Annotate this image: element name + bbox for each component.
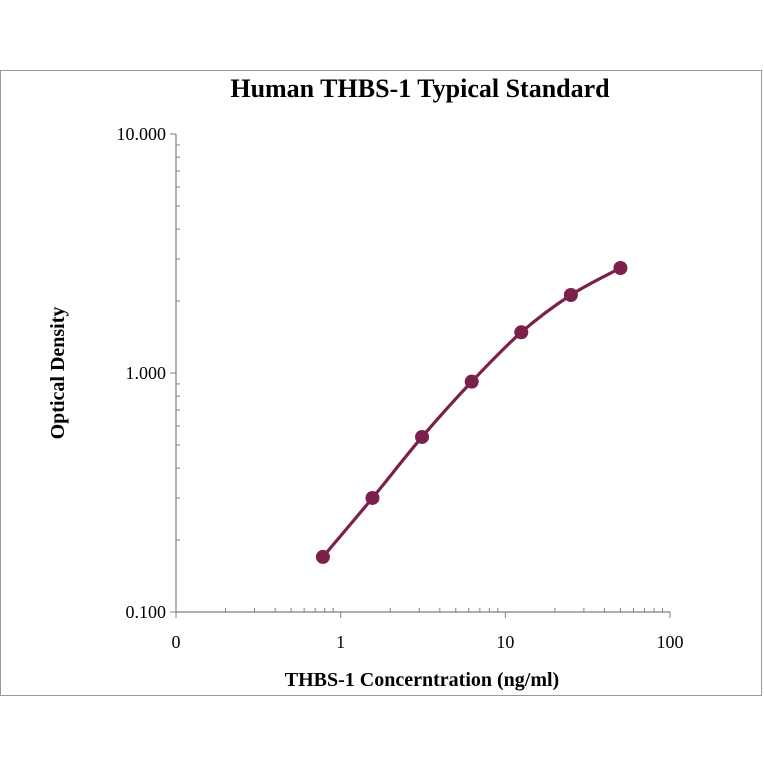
y-tick-label: 1.000 xyxy=(126,363,167,383)
y-axis-label: Optical Density xyxy=(47,307,69,440)
plot-area xyxy=(315,260,628,564)
x-tick-label: 1 xyxy=(336,632,345,652)
y-tick-label: 10.000 xyxy=(117,124,167,144)
data-point xyxy=(464,374,479,389)
x-tick-label: 100 xyxy=(657,632,684,652)
data-point xyxy=(514,325,529,340)
data-point xyxy=(315,549,330,564)
x-axis-label: THBS-1 Concerntration (ng/ml) xyxy=(285,669,559,691)
y-tick-label: 0.100 xyxy=(126,602,167,622)
x-tick-label: 10 xyxy=(496,632,514,652)
chart-title: Human THBS-1 Typical Standard xyxy=(230,74,610,103)
series-line xyxy=(321,266,623,559)
data-point xyxy=(365,490,380,505)
data-point xyxy=(563,288,578,303)
x-tick-label: 0 xyxy=(172,632,181,652)
chart-frame xyxy=(0,70,762,696)
data-point xyxy=(415,429,430,444)
data-point xyxy=(613,260,628,275)
